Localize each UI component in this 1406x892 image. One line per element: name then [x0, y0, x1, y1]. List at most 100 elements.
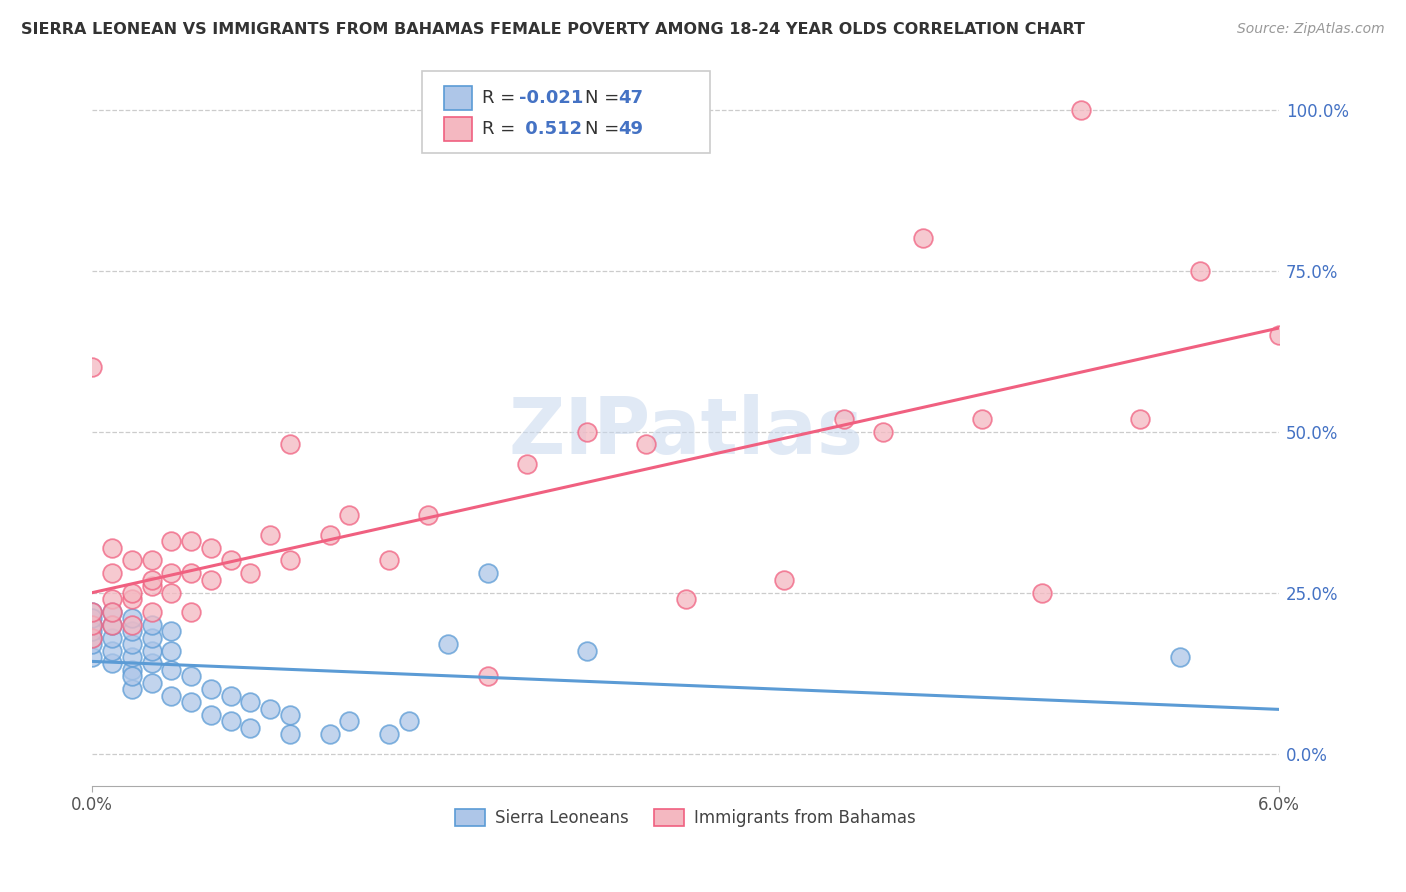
Point	[141, 573, 163, 587]
Point	[121, 617, 143, 632]
Point	[121, 624, 143, 639]
Point	[180, 669, 202, 683]
Point	[101, 657, 124, 671]
Point	[219, 553, 242, 567]
Point	[418, 508, 440, 523]
Point	[398, 714, 420, 729]
Point	[337, 714, 360, 729]
Text: R =: R =	[482, 120, 522, 138]
Text: 49: 49	[619, 120, 644, 138]
Point	[200, 708, 222, 723]
Point	[219, 714, 242, 729]
Point	[278, 553, 301, 567]
Point	[82, 650, 104, 665]
Point	[101, 605, 124, 619]
Point	[82, 624, 104, 639]
Point	[200, 682, 222, 697]
Point	[101, 631, 124, 645]
Point	[121, 592, 143, 607]
Point	[82, 360, 104, 375]
Point	[278, 708, 301, 723]
Text: ZIPatlas: ZIPatlas	[508, 393, 863, 469]
Point	[1268, 328, 1291, 343]
Point	[278, 437, 301, 451]
Point	[259, 527, 281, 541]
Point	[141, 605, 163, 619]
Point	[160, 624, 183, 639]
Point	[101, 592, 124, 607]
Point	[200, 573, 222, 587]
Point	[1168, 650, 1191, 665]
Point	[141, 675, 163, 690]
Point	[337, 508, 360, 523]
Point	[160, 663, 183, 677]
Point	[378, 553, 401, 567]
Text: R =: R =	[482, 89, 522, 107]
Point	[180, 605, 202, 619]
Point	[82, 617, 104, 632]
Point	[634, 437, 657, 451]
Point	[575, 425, 598, 439]
Text: 0.512: 0.512	[519, 120, 582, 138]
Point	[1129, 411, 1152, 425]
Point	[121, 663, 143, 677]
Text: SIERRA LEONEAN VS IMMIGRANTS FROM BAHAMAS FEMALE POVERTY AMONG 18-24 YEAR OLDS C: SIERRA LEONEAN VS IMMIGRANTS FROM BAHAMA…	[21, 22, 1085, 37]
Point	[239, 721, 262, 735]
Point	[160, 643, 183, 657]
Point	[437, 637, 460, 651]
Point	[141, 553, 163, 567]
Point	[82, 631, 104, 645]
Text: 47: 47	[619, 89, 644, 107]
Point	[259, 701, 281, 715]
Point	[1188, 263, 1211, 277]
Text: N =: N =	[585, 120, 624, 138]
Point	[1070, 103, 1092, 117]
Point	[972, 411, 994, 425]
Point	[121, 669, 143, 683]
Point	[121, 682, 143, 697]
Point	[1031, 585, 1053, 599]
Point	[101, 605, 124, 619]
Point	[82, 637, 104, 651]
Point	[160, 585, 183, 599]
Point	[101, 617, 124, 632]
Point	[378, 727, 401, 741]
Point	[121, 585, 143, 599]
Point	[675, 592, 697, 607]
Point	[239, 695, 262, 709]
Point	[180, 534, 202, 549]
Point	[200, 541, 222, 555]
Point	[180, 566, 202, 581]
Point	[773, 573, 796, 587]
Point	[121, 650, 143, 665]
Point	[82, 617, 104, 632]
Point	[82, 605, 104, 619]
Point	[82, 605, 104, 619]
Point	[121, 611, 143, 625]
Point	[101, 566, 124, 581]
Point	[101, 617, 124, 632]
Point	[141, 631, 163, 645]
Point	[318, 527, 340, 541]
Text: -0.021: -0.021	[519, 89, 583, 107]
Point	[575, 643, 598, 657]
Point	[82, 611, 104, 625]
Point	[872, 425, 894, 439]
Point	[180, 695, 202, 709]
Point	[832, 411, 855, 425]
Point	[160, 566, 183, 581]
Text: N =: N =	[585, 89, 624, 107]
Point	[121, 637, 143, 651]
Point	[101, 643, 124, 657]
Point	[911, 231, 934, 245]
Point	[219, 689, 242, 703]
Point	[477, 566, 499, 581]
Point	[477, 669, 499, 683]
Point	[516, 457, 538, 471]
Text: Source: ZipAtlas.com: Source: ZipAtlas.com	[1237, 22, 1385, 37]
Point	[101, 541, 124, 555]
Point	[141, 579, 163, 593]
Point	[121, 553, 143, 567]
Point	[239, 566, 262, 581]
Point	[141, 617, 163, 632]
